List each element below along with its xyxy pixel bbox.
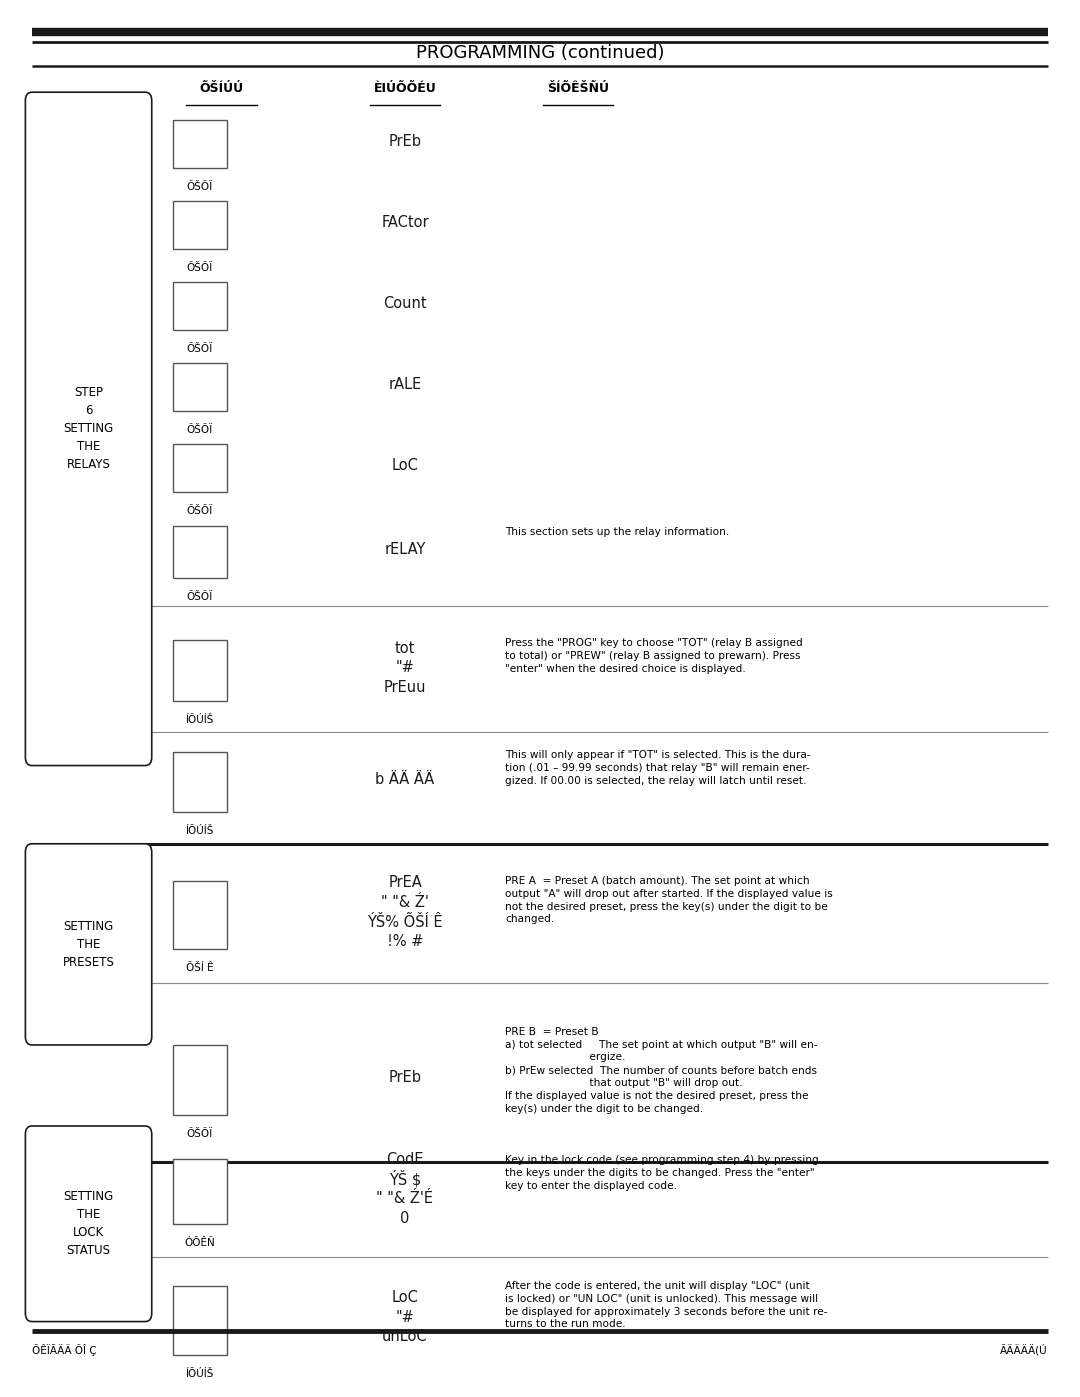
Bar [173,120,227,168]
Bar [173,640,227,701]
Bar [173,201,227,249]
Text: Key in the lock code (see programming step 4) by pressing
the keys under the dig: Key in the lock code (see programming st… [505,1155,820,1190]
Text: ÕŠÍ Ê: ÕŠÍ Ê [186,964,214,974]
Text: PRE B  = Preset B
a) tot selected     The set point at which output "B" will en-: PRE B = Preset B a) tot selected The set… [505,1027,818,1113]
Text: STEP
6
SETTING
THE
RELAYS: STEP 6 SETTING THE RELAYS [64,387,113,471]
Bar [173,282,227,330]
Text: PrEb: PrEb [389,1070,421,1084]
Text: 0: 0 [401,1211,409,1225]
Text: PRE A  = Preset A (batch amount). The set point at which
output "A" will drop ou: PRE A = Preset A (batch amount). The set… [505,876,833,925]
Text: SETTING
THE
LOCK
STATUS: SETTING THE LOCK STATUS [64,1190,113,1257]
Text: ÍÕÚÍŠ: ÍÕÚÍŠ [186,715,214,725]
Text: ÕŠÕÏ: ÕŠÕÏ [187,1129,213,1139]
Text: ÕŠÕÏ: ÕŠÕÏ [187,344,213,355]
Text: "#: "# [395,661,415,675]
Text: b ÄÄ ÄÄ: b ÄÄ ÄÄ [376,773,434,787]
FancyBboxPatch shape [26,1126,151,1322]
Bar [173,363,227,411]
Text: Press the "PROG" key to choose "TOT" (relay B assigned
to total) or "PREW" (rela: Press the "PROG" key to choose "TOT" (re… [505,638,804,673]
Text: PROGRAMMING (continued): PROGRAMMING (continued) [416,45,664,61]
Text: ÕŠÕÏ: ÕŠÕÏ [187,506,213,517]
Text: FACtor: FACtor [381,215,429,229]
Text: ÓÕÊÑ: ÓÕÊÑ [185,1238,215,1249]
Bar [173,752,227,813]
Bar [173,880,227,950]
Text: ÕŠÕÏ: ÕŠÕÏ [187,592,213,602]
Bar [173,525,227,578]
Bar [173,444,227,492]
Text: This will only appear if "TOT" is selected. This is the dura-
tion (.01 – 99.99 : This will only appear if "TOT" is select… [505,750,811,785]
Text: LoC: LoC [392,458,418,472]
Text: ÕŠÕÏ: ÕŠÕÏ [187,425,213,436]
Text: !% #: !% # [387,935,423,949]
Text: PrEA: PrEA [388,876,422,890]
Text: Count: Count [383,296,427,310]
Text: ÃÄÄÄÄ(Ú: ÃÄÄÄÄ(Ú [1000,1344,1048,1355]
Text: ÝŠ% ÕŠÍ Ê: ÝŠ% ÕŠÍ Ê [367,915,443,929]
Text: PrEuu: PrEuu [383,680,427,694]
Text: ÕŠÕÏ: ÕŠÕÏ [187,182,213,193]
Text: SETTING
THE
PRESETS: SETTING THE PRESETS [63,919,114,970]
Text: This section sets up the relay information.: This section sets up the relay informati… [505,527,730,536]
Text: unLoC: unLoC [382,1330,428,1344]
Text: " "& Ź'É: " "& Ź'É [377,1192,433,1206]
Text: ÈIÚÕÕÉU: ÈIÚÕÕÉU [374,82,436,95]
Text: ŠÍÕÊŠÑÚ: ŠÍÕÊŠÑÚ [546,82,609,95]
Text: ÕŠÕÏ: ÕŠÕÏ [187,263,213,274]
Bar [173,1160,227,1224]
Bar [173,1045,227,1115]
Text: rALE: rALE [389,377,421,391]
Text: "#: "# [395,1310,415,1324]
Text: CodE: CodE [387,1153,423,1166]
Text: rELAY: rELAY [384,542,426,556]
Text: tot: tot [395,641,415,655]
Text: ÍÕÚÍŠ: ÍÕÚÍŠ [186,1369,214,1379]
Bar [173,1285,227,1355]
Text: LoC: LoC [392,1291,418,1305]
Text: PrEb: PrEb [389,134,421,148]
Text: ÕŠÍÚÚ: ÕŠÍÚÚ [200,82,243,95]
FancyBboxPatch shape [26,844,151,1045]
Text: After the code is entered, the unit will display "LOC" (unit
is locked) or "UN L: After the code is entered, the unit will… [505,1281,828,1330]
Text: ÕÊÏÃÄÄ ÕÎ Ç: ÕÊÏÃÄÄ ÕÎ Ç [32,1344,97,1356]
Text: ÍÕÚÍŠ: ÍÕÚÍŠ [186,827,214,837]
FancyBboxPatch shape [26,92,151,766]
Text: " "& Ź': " "& Ź' [381,895,429,909]
Text: ÝŠ $: ÝŠ $ [389,1171,421,1187]
